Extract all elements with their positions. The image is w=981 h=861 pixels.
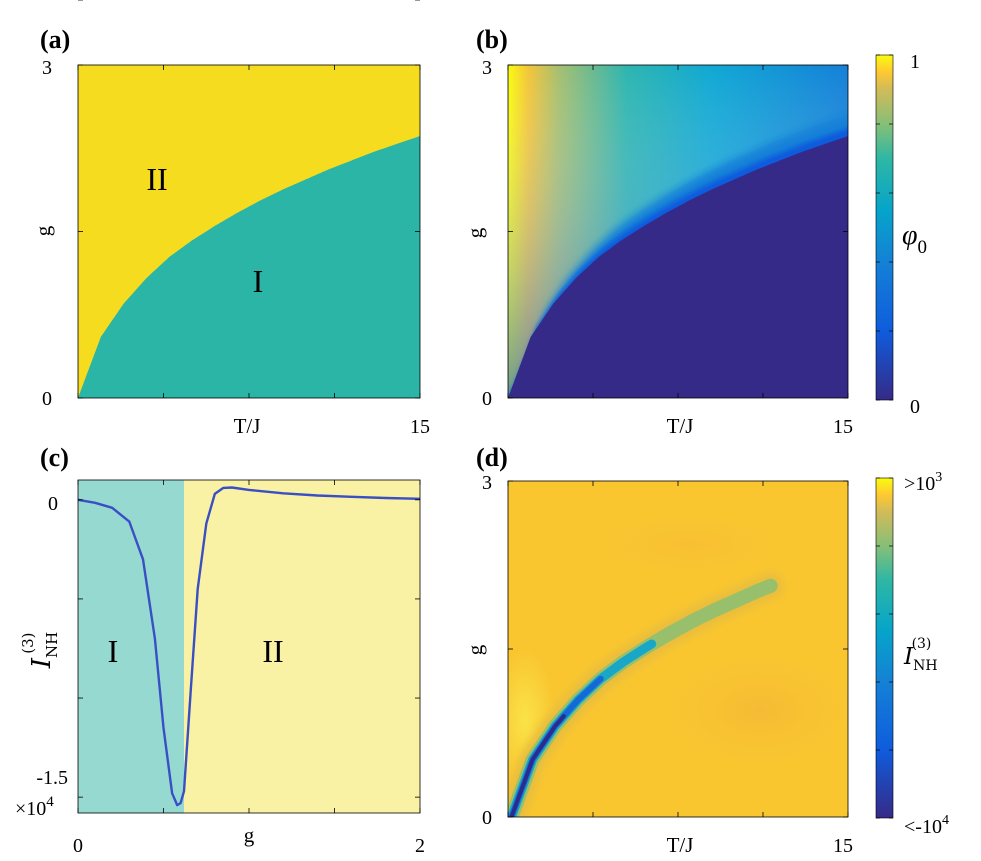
c-region-label-II: II (262, 633, 283, 669)
d-ytick-top: 3 (482, 472, 492, 494)
b-xtick-right: 15 (833, 416, 853, 438)
panel-c-label: (c) (40, 443, 69, 472)
d-colorbar-top: >103 (904, 470, 942, 495)
a-ytick-bottom: 0 (42, 388, 52, 410)
c-xlabel: g (244, 823, 255, 847)
a-xtick-right: 15 (410, 416, 430, 438)
d-colorbar (875, 477, 894, 819)
c-region-II-shade (184, 480, 420, 813)
b-xlabel: T/J (667, 414, 694, 438)
panel-a-label: (a) (40, 25, 70, 54)
c-ylabel: INH(3) (19, 632, 61, 670)
panel-b: (b) 3 0 15 T/J g 1 0 φ0 (463, 25, 927, 438)
panel-d: (d) 3 0 15 T/J g >103 <-104 INH(3) (463, 443, 949, 857)
a-xlabel: T/J (234, 414, 261, 438)
a-region-label-II: II (146, 161, 167, 197)
panel-b-ticks (507, 64, 849, 399)
panel-d-label: (d) (476, 443, 508, 472)
panel-c: (c) 0 -1.5 ×104 0 2 g INH(3) I II (15, 0, 425, 857)
b-ytick-bottom: 0 (482, 388, 492, 410)
panel-a: (a) 3 0 15 T/J g II I (31, 25, 430, 438)
c-xtick-right: 2 (415, 835, 425, 857)
b-colorbar-top: 1 (910, 51, 920, 73)
panel-d-heatmap (508, 481, 848, 817)
c-ytick-zero: 0 (48, 493, 58, 515)
c-region-label-I: I (108, 633, 119, 669)
c-curve (77, 486, 421, 807)
panel-c-ticks (77, 0, 421, 813)
panel-a-ticks (77, 64, 421, 399)
d-colorbar-ticks (876, 477, 893, 819)
d-xlabel: T/J (667, 833, 694, 857)
a-ylabel: g (31, 225, 55, 236)
d-ylabel: g (463, 644, 487, 655)
d-colorbar-label: INH(3) (903, 636, 938, 674)
c-xtick-left: 0 (73, 835, 83, 857)
panel-b-label: (b) (476, 25, 508, 54)
b-colorbar-bottom: 0 (910, 396, 920, 418)
b-colorbar-ticks (876, 54, 893, 401)
panel-d-ticks (507, 480, 849, 818)
c-ytick-min: -1.5 (36, 767, 68, 789)
svg-text:INH(3): INH(3) (19, 632, 61, 670)
b-colorbar (875, 54, 894, 401)
d-ytick-bottom: 0 (482, 807, 492, 829)
c-exponent: ×104 (15, 794, 54, 820)
phase-I-region (78, 136, 420, 398)
d-xtick-right: 15 (833, 835, 853, 857)
a-ytick-top: 3 (42, 57, 52, 79)
b-ytick-top: 3 (482, 57, 492, 79)
d-colorbar-bottom: <-104 (904, 813, 949, 838)
b-colorbar-label: φ0 (902, 220, 927, 258)
panel-b-heatmap (508, 65, 848, 398)
b-ylabel: g (463, 227, 487, 238)
a-region-label-I: I (253, 263, 264, 299)
